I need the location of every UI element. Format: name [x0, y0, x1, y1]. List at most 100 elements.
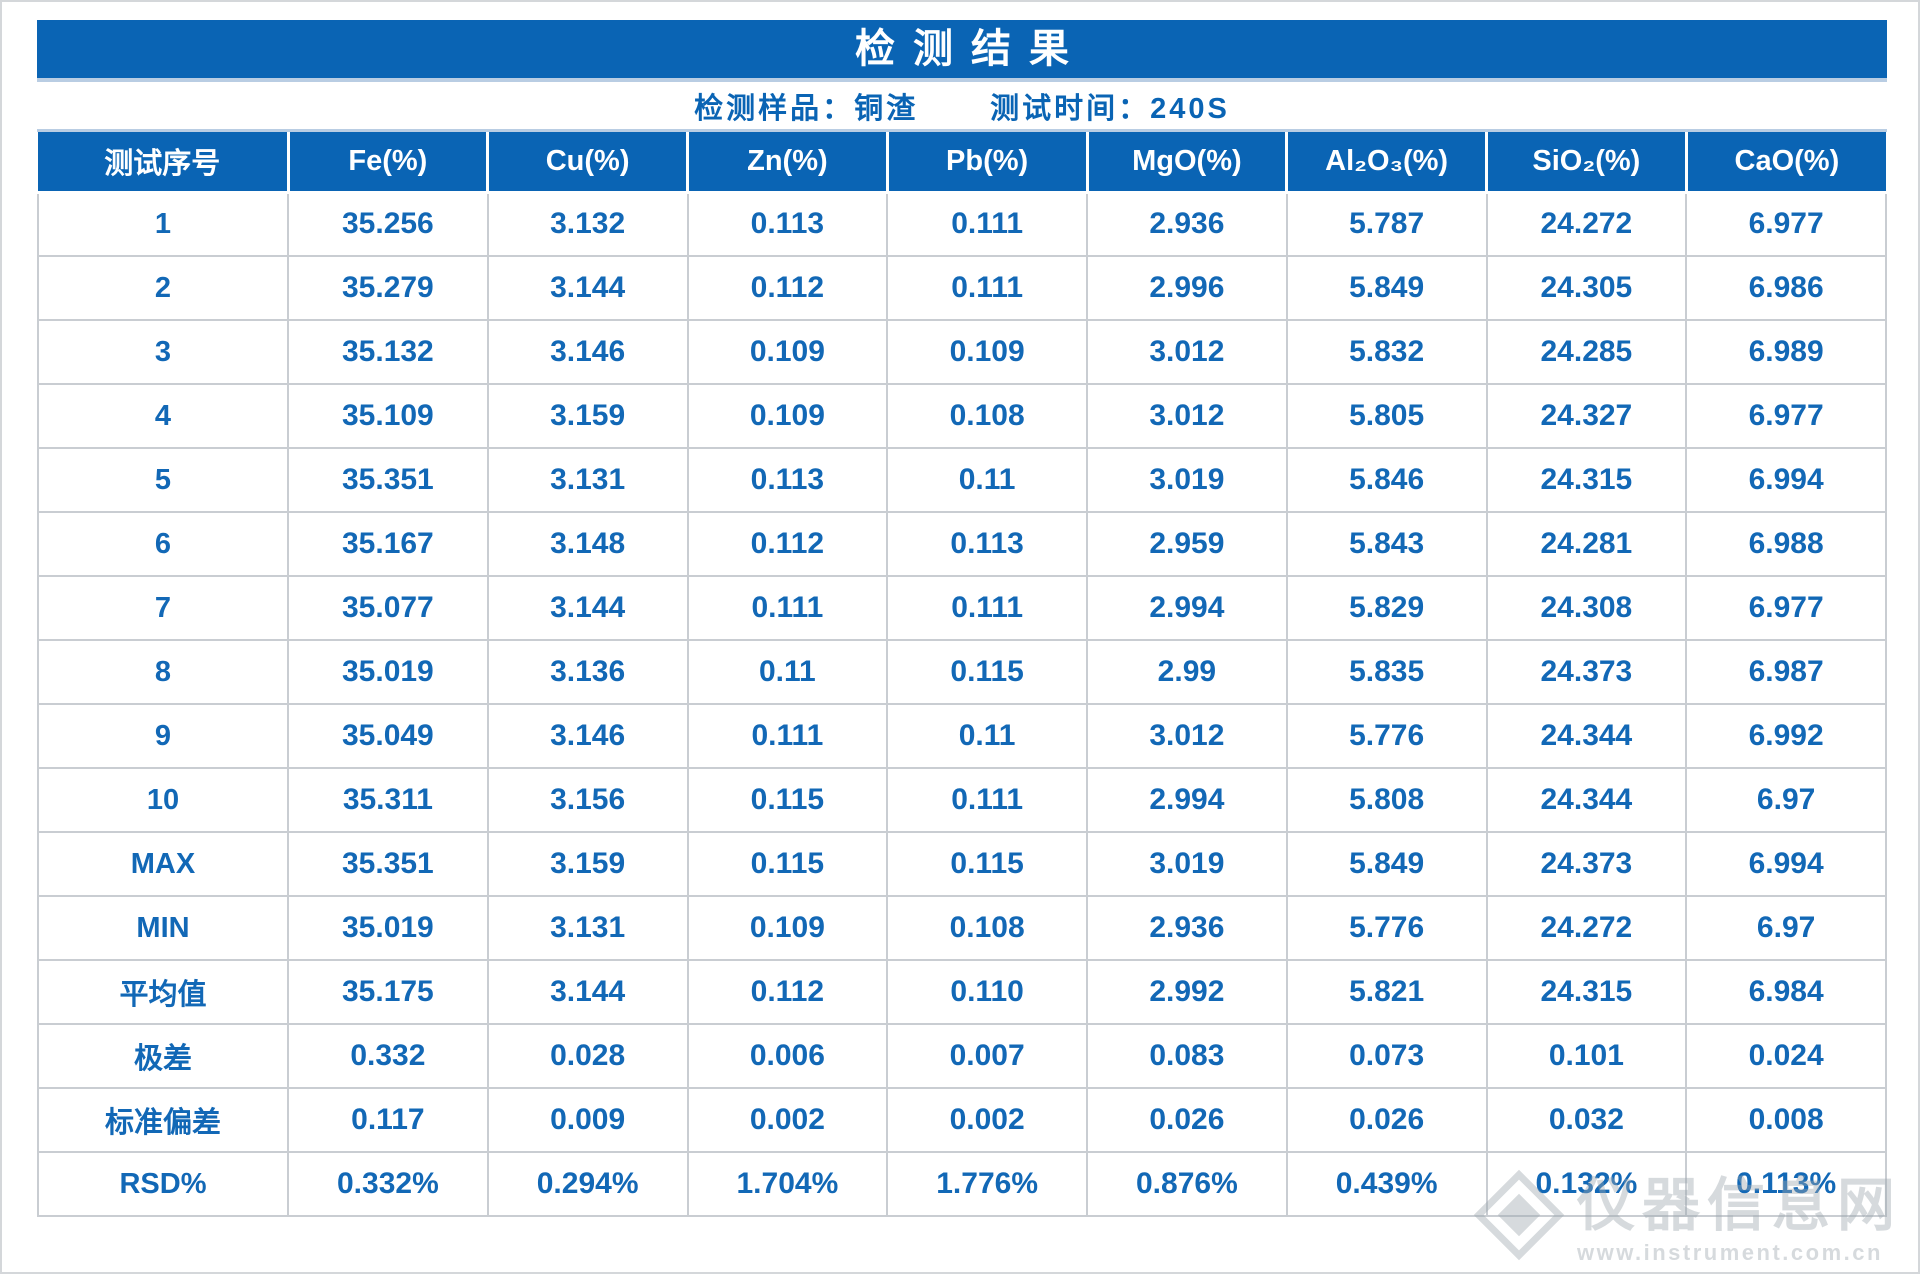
- data-cell: 6.977: [1685, 191, 1887, 257]
- row-label: RSD%: [37, 1151, 289, 1217]
- data-cell: 6.986: [1685, 255, 1887, 321]
- data-cell: 3.144: [486, 255, 689, 321]
- data-cell: 3.146: [486, 703, 689, 769]
- data-cell: 35.019: [287, 639, 489, 705]
- data-cell: 0.024: [1685, 1023, 1887, 1089]
- data-cell: 6.992: [1685, 703, 1887, 769]
- data-cell: 6.989: [1685, 319, 1887, 385]
- data-cell: 24.327: [1485, 383, 1688, 449]
- data-cell: 0.113: [686, 447, 889, 513]
- data-cell: 35.167: [287, 511, 489, 577]
- data-cell: 0.028: [486, 1023, 689, 1089]
- data-cell: 0.111: [686, 575, 889, 641]
- data-cell: 5.843: [1285, 511, 1488, 577]
- table-row: 4 35.109 3.159 0.109 0.108 3.012 5.805 24.327 6.…: [37, 383, 1887, 449]
- row-label: 极差: [37, 1023, 289, 1089]
- row-label: 3: [37, 319, 289, 385]
- table-row: 2 35.279 3.144 0.112 0.111 2.996 5.849 24.305 6.…: [37, 255, 1887, 321]
- data-cell: 24.305: [1485, 255, 1688, 321]
- header-cell: SiO₂(%): [1485, 132, 1688, 194]
- watermark-site-url: www.instrument.com.cn: [1576, 1239, 1883, 1265]
- table-row: 6 35.167 3.148 0.112 0.113 2.959 5.843 24.281 6.…: [37, 511, 1887, 577]
- data-cell: 1.776%: [886, 1151, 1088, 1217]
- data-cell: 5.846: [1285, 447, 1488, 513]
- data-cell: 0.11: [686, 639, 889, 705]
- report-title-band: 检测结果: [37, 20, 1887, 82]
- data-cell: 0.073: [1285, 1023, 1488, 1089]
- data-cell: 0.108: [886, 895, 1088, 961]
- data-cell: 0.083: [1086, 1023, 1288, 1089]
- data-cell: 5.832: [1285, 319, 1488, 385]
- data-cell: 5.787: [1285, 191, 1488, 257]
- data-cell: 0.115: [886, 639, 1088, 705]
- table-row: 5 35.351 3.131 0.113 0.11 3.019 5.846 24.315 6.9…: [37, 447, 1887, 513]
- data-cell: 24.344: [1485, 703, 1688, 769]
- sample-label: 检测样品：铜渣: [694, 92, 919, 125]
- data-cell: 2.959: [1086, 511, 1288, 577]
- data-cell: 0.111: [686, 703, 889, 769]
- data-cell: 0.11: [886, 447, 1088, 513]
- row-label: MAX: [37, 831, 289, 897]
- data-cell: 24.308: [1485, 575, 1688, 641]
- data-cell: 0.117: [287, 1087, 489, 1153]
- data-cell: 3.148: [486, 511, 689, 577]
- data-cell: 0.009: [486, 1087, 689, 1153]
- data-cell: 35.351: [287, 447, 489, 513]
- data-cell: 0.115: [886, 831, 1088, 897]
- data-cell: 0.439%: [1285, 1151, 1488, 1217]
- data-cell: 0.294%: [486, 1151, 689, 1217]
- data-cell: 0.002: [886, 1087, 1088, 1153]
- data-cell: 0.332: [287, 1023, 489, 1089]
- page-title: 检测结果: [855, 27, 1087, 71]
- results-header: 测试序号 Fe(%) Cu(%) Zn(%) Pb(%) MgO(%) Al₂O₃(%) Si…: [38, 132, 1886, 194]
- data-cell: 3.144: [486, 575, 689, 641]
- row-label: 4: [37, 383, 289, 449]
- data-cell: 35.175: [287, 959, 489, 1025]
- data-cell: 3.019: [1086, 447, 1288, 513]
- table-row: 标准偏差 0.117 0.009 0.002 0.002 0.026 0.026 0.032 0…: [37, 1087, 1887, 1153]
- data-cell: 0.006: [686, 1023, 889, 1089]
- data-cell: 0.109: [686, 383, 889, 449]
- row-label: 1: [37, 191, 289, 257]
- data-cell: 24.272: [1485, 191, 1688, 257]
- data-cell: 35.019: [287, 895, 489, 961]
- data-cell: 0.115: [686, 767, 889, 833]
- header-cell: CaO(%): [1684, 132, 1886, 194]
- data-cell: 0.115: [686, 831, 889, 897]
- header-cell: Fe(%): [286, 132, 490, 194]
- data-cell: 3.132: [486, 191, 689, 257]
- header-row: 测试序号 Fe(%) Cu(%) Zn(%) Pb(%) MgO(%) Al₂O₃(%) Si…: [38, 132, 1886, 194]
- data-cell: 24.344: [1485, 767, 1688, 833]
- row-label: 标准偏差: [37, 1087, 289, 1153]
- row-label: 6: [37, 511, 289, 577]
- data-cell: 0.112: [686, 511, 889, 577]
- table-row: MIN 35.019 3.131 0.109 0.108 2.936 5.776 24.272…: [37, 895, 1887, 961]
- data-cell: 2.994: [1086, 575, 1288, 641]
- data-cell: 24.272: [1485, 895, 1688, 961]
- data-cell: 0.032: [1485, 1087, 1688, 1153]
- data-cell: 5.805: [1285, 383, 1488, 449]
- data-cell: 35.109: [287, 383, 489, 449]
- data-cell: 3.012: [1086, 319, 1288, 385]
- test-time-label: 测试时间：240S: [990, 92, 1230, 125]
- data-cell: 0.008: [1685, 1087, 1887, 1153]
- header-cell: Cu(%): [486, 132, 689, 194]
- table-row: 8 35.019 3.136 0.11 0.115 2.99 5.835 24.373 6.98…: [37, 639, 1887, 705]
- data-cell: 35.351: [287, 831, 489, 897]
- data-cell: 24.373: [1485, 639, 1688, 705]
- data-cell: 0.110: [886, 959, 1088, 1025]
- data-cell: 3.159: [486, 383, 689, 449]
- data-cell: 1.704%: [686, 1151, 889, 1217]
- data-cell: 3.146: [486, 319, 689, 385]
- data-cell: 3.156: [486, 767, 689, 833]
- data-cell: 0.11: [886, 703, 1088, 769]
- report-container: 检测结果 检测样品：铜渣 测试时间：240S 测试序号 Fe(%) Cu(%) Zn(…: [37, 20, 1887, 1217]
- data-cell: 0.007: [886, 1023, 1088, 1089]
- data-cell: 35.049: [287, 703, 489, 769]
- data-cell: 0.101: [1485, 1023, 1688, 1089]
- data-cell: 0.111: [886, 767, 1088, 833]
- row-label: 2: [37, 255, 289, 321]
- header-cell-index: 测试序号: [38, 132, 290, 194]
- data-cell: 0.112: [686, 255, 889, 321]
- data-cell: 0.332%: [287, 1151, 489, 1217]
